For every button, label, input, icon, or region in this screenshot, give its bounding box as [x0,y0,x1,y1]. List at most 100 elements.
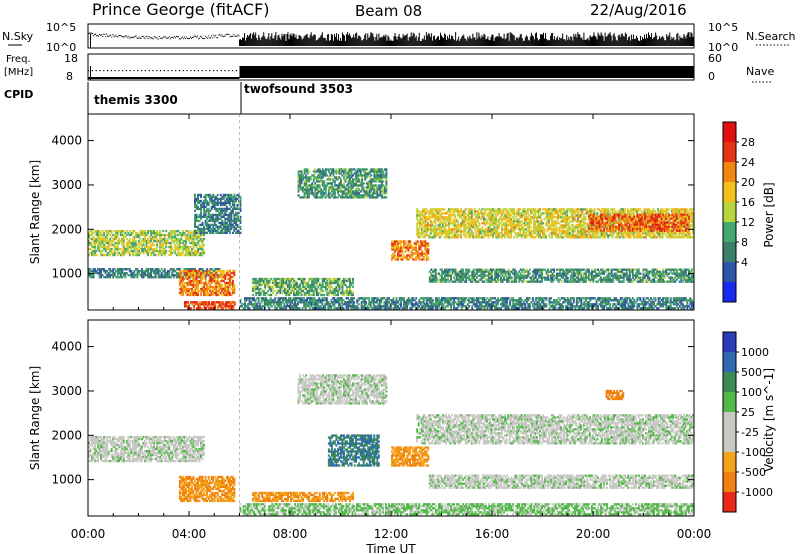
colorbar-tick-label: -500 [741,466,766,479]
colorbar-tick-label: 20 [741,176,755,189]
y-tick-label: 4000 [51,340,82,354]
colorbar-tick-label: 8 [741,236,748,249]
y-tick-label: 2000 [51,222,82,236]
y-tick-label: 1000 [51,473,82,487]
echo-region [327,434,380,467]
x-tick-label: 16:00 [475,527,510,541]
colorbar-tick-label: 28 [741,136,755,149]
freq-label-1: Freq. [6,54,31,65]
echo-region [252,491,355,503]
colorbar-tick-label: 100 [741,386,762,399]
colorbar-tick-label: -1000 [741,486,773,499]
x-tick-label: 04:00 [172,527,207,541]
nsearch-label: N.Search [746,30,796,43]
cpid-mode-themis: themis 3300 [94,93,178,107]
colorbar-segment [723,142,736,163]
colorbar-segment [723,242,736,263]
echo-region [239,503,694,516]
echo-region [183,301,236,310]
echo-region [416,414,694,445]
velocity-colorbar-label: Velocity [m s^-1] [762,368,776,472]
echo-region [428,268,694,283]
y-tick-label: 4000 [51,134,82,148]
colorbar-segment [723,352,736,373]
x-tick-label: 20:00 [576,527,611,541]
echo-region [587,213,690,232]
colorbar-tick-label: -25 [741,426,759,439]
y-tick-label: 3000 [51,178,82,192]
echo-region [252,277,355,297]
x-tick-label: 08:00 [273,527,308,541]
beam-label: Beam 08 [355,2,422,20]
y-tick-label: 3000 [51,384,82,398]
echo-region [88,435,206,463]
colorbar-tick-label: 500 [741,366,762,379]
cpid-panel: CPID themis 3300 twofsound 3503 [4,82,353,114]
x-tick-label: 00:00 [71,527,106,541]
freq-tick-top: 18 [64,52,78,65]
x-tick-label: 12:00 [374,527,409,541]
colorbar-tick-label: 24 [741,156,755,169]
echo-region [178,269,236,297]
colorbar-segment [723,282,736,303]
nsky-tick-top: 10^5 [46,21,76,34]
colorbar-tick-label: 25 [741,406,755,419]
colorbar-segment [723,452,736,473]
freq-panel: Freq. [MHz] 18 8 60 0 Nave [4,52,774,83]
date-label: 22/Aug/2016 [590,1,687,19]
nsky-tick-bottom: 10^0 [46,41,76,54]
cpid-label: CPID [4,88,33,101]
colorbar-segment [723,162,736,183]
x-axis: 00:00 04:00 08:00 12:00 16:00 20:00 00:00 [71,114,712,541]
power-colorbar-label: Power [dB] [762,182,776,247]
colorbar-segment [723,392,736,413]
nsearch-tick-top: 10^5 [708,21,738,34]
colorbar-tick-label: 12 [741,216,755,229]
nave-tick-top: 60 [708,52,722,65]
velocity-panel: 1000 2000 3000 4000 Slant Range [km] [28,319,695,517]
colorbar-segment [723,122,736,143]
colorbar-tick-label: -100 [741,446,766,459]
freq-tick-bottom: 8 [66,70,73,83]
power-ylabel: Slant Range [km] [28,160,42,264]
x-axis-label: Time UT [365,542,416,554]
colorbar-segment [723,432,736,453]
y-tick-label: 2000 [51,428,82,442]
nave-label: Nave [746,65,774,78]
echo-region [391,240,430,261]
colorbar-segment [723,182,736,203]
echo-region [194,193,242,235]
colorbar-tick-label: 16 [741,196,755,209]
echo-region [391,446,430,467]
colorbar-segment [723,222,736,243]
colorbar-tick-label: 4 [741,256,748,269]
velocity-colorbar: 1000 500 100 25 -25 -100 -500 -1000 [722,331,773,513]
echo-region [297,168,388,199]
colorbar-segment [723,202,736,223]
x-tick-label: 00:00 [677,527,712,541]
nsky-panel: N.Sky 10^5 10^0 10^5 10^0 N.Search [2,21,796,54]
y-tick-label: 1000 [51,267,82,281]
colorbar-segment [723,412,736,433]
echo-region [88,229,206,257]
colorbar-segment [723,492,736,513]
cpid-mode-twofsound: twofsound 3503 [244,82,353,96]
velocity-ylabel: Slant Range [km] [28,366,42,470]
freq-label-2: [MHz] [4,67,33,78]
colorbar-segment [723,332,736,353]
colorbar-segment [723,262,736,283]
power-colorbar: 28 24 20 16 12 8 4 [722,121,755,303]
colorbar-segment [723,372,736,393]
nsky-label: N.Sky [2,30,34,43]
nave-tick-bottom: 0 [708,70,715,83]
plot-title: Prince George (fitACF) [92,0,270,19]
echo-region [605,389,625,401]
echo-region [428,474,694,489]
colorbar-segment [723,472,736,493]
nsearch-tick-bottom: 10^0 [708,41,738,54]
echo-region [239,297,694,310]
power-panel: 1000 2000 3000 4000 Slant Range [km] [28,113,695,311]
colorbar-tick-label: 1000 [741,346,769,359]
echo-region [297,374,388,405]
